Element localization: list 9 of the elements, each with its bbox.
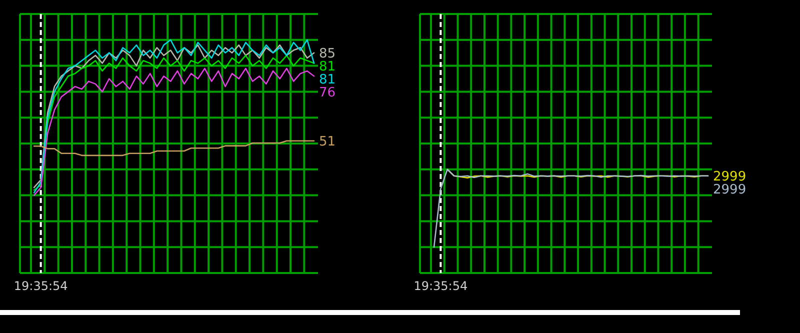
data-label: 51: [319, 134, 336, 150]
data-label: 2999: [713, 169, 746, 184]
data-label: 81: [319, 72, 336, 88]
data-label: 2999: [713, 182, 746, 198]
data-label: 85: [319, 46, 336, 62]
text: 19:35:54: [14, 279, 68, 293]
data-label: 81: [319, 59, 336, 74]
data-label: 76: [319, 85, 336, 100]
text: 19:35:54: [414, 279, 468, 293]
